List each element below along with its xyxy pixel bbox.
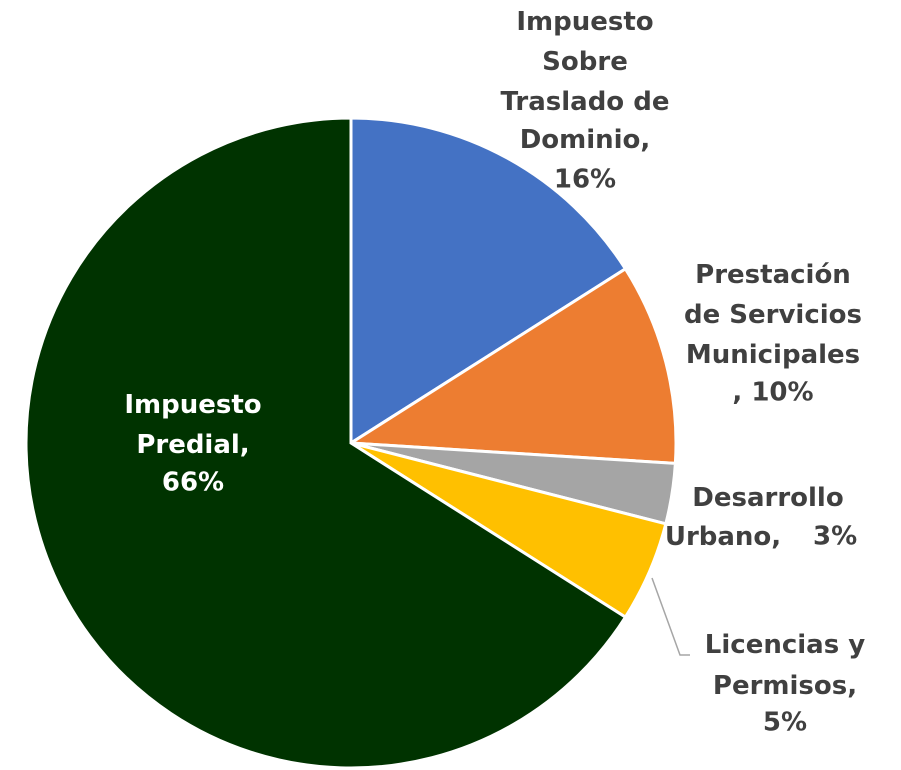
label-line: Impuesto: [516, 7, 653, 37]
pie-slice: [349, 116, 628, 446]
label-line: Sobre: [542, 47, 628, 77]
label-line: de Servicios: [684, 300, 862, 330]
label-line: Permisos,: [713, 671, 857, 701]
pie-slice: [346, 266, 678, 465]
value-label: 16%: [554, 165, 616, 195]
label-line: Urbano,: [665, 522, 781, 552]
slice-label: Licencias y Permisos,: [705, 630, 865, 701]
label-line: Predial,: [136, 430, 249, 460]
label-line: Prestación: [695, 260, 851, 290]
value-label: 3%: [813, 522, 857, 552]
pie-slice: [24, 116, 628, 770]
slice-label: Desarrollo Urbano,: [665, 483, 844, 552]
slice-label: Impuesto Sobre Traslado de Dominio,: [501, 7, 670, 155]
label-line: Traslado de: [501, 87, 670, 117]
leader-line: [651, 577, 690, 656]
label-line: Impuesto: [124, 390, 261, 420]
value-label: , 10%: [732, 378, 813, 408]
label-line: Desarrollo: [692, 483, 843, 513]
slice-label: Impuesto Predial,: [124, 390, 261, 460]
slice-label: Prestación de Servicios Municipales: [684, 260, 862, 370]
value-label: 66%: [162, 468, 224, 498]
label-line: Municipales: [686, 340, 860, 370]
label-line: Dominio,: [520, 125, 651, 155]
value-label: 5%: [763, 708, 807, 738]
label-line: Licencias y: [705, 630, 865, 660]
